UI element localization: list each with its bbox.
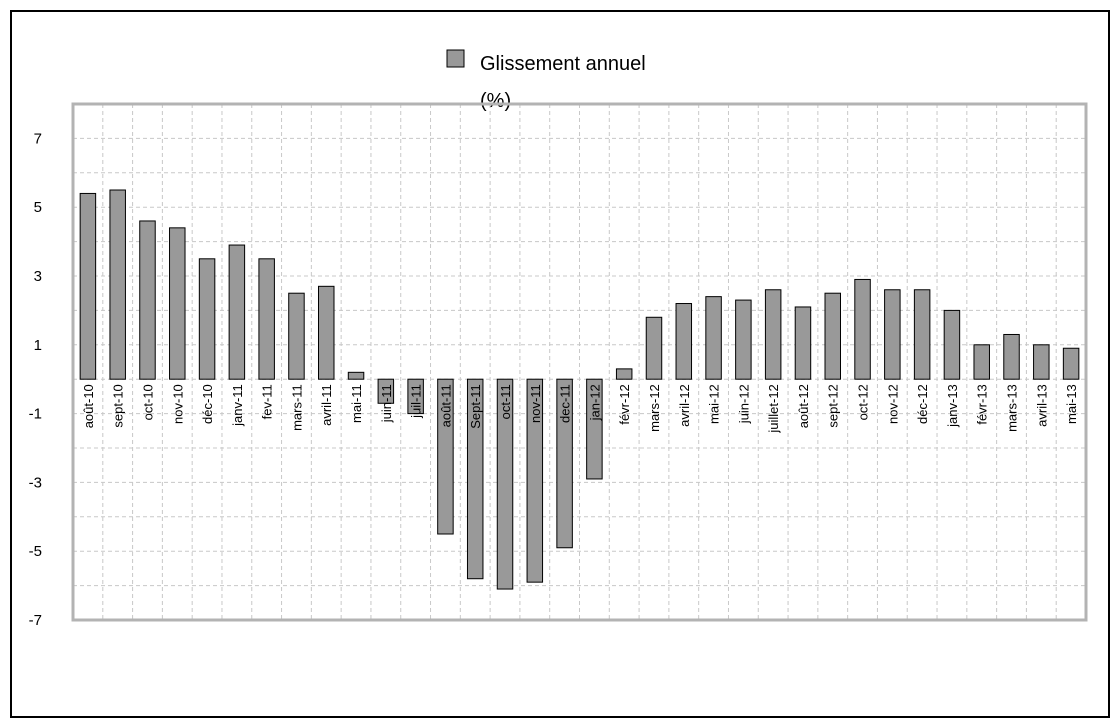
bar (1003, 333, 1020, 380)
bar (675, 303, 693, 380)
y-tick-label: 3 (34, 268, 42, 285)
category-label: mars-12 (647, 384, 662, 432)
bar (169, 227, 186, 380)
bar (496, 378, 514, 590)
bar (586, 378, 603, 480)
category-label: juin-11 (379, 384, 394, 423)
category-label: déc-10 (200, 384, 215, 424)
bar (466, 378, 484, 580)
bar (347, 371, 365, 380)
y-axis-ticks: 7 5 3 1 -1 -3 -5 -7 (29, 130, 42, 629)
bar (913, 289, 931, 380)
bar (109, 189, 126, 380)
bar (645, 316, 663, 380)
category-label: avril-11 (319, 384, 334, 426)
category-label: août-11 (438, 384, 453, 427)
bar (228, 244, 246, 380)
category-label: nov-10 (170, 384, 185, 424)
y-tick-label: 7 (34, 130, 42, 147)
y-tick-label: -3 (29, 474, 42, 491)
category-label: mai-12 (707, 384, 722, 424)
category-label: sept-12 (826, 384, 841, 427)
category-label: août-12 (796, 384, 811, 428)
bar (794, 306, 812, 380)
category-label: mars-13 (1005, 384, 1020, 432)
y-tick-label: 5 (34, 199, 42, 216)
category-label: dec-11 (558, 384, 573, 423)
y-tick-label: -7 (29, 612, 42, 629)
bar (139, 220, 156, 380)
bar (526, 378, 544, 583)
legend-label-line-1: Glissement annuel (480, 53, 646, 75)
category-label: févr-13 (975, 384, 990, 424)
category-label: nov-12 (885, 384, 900, 424)
category-label: mars-11 (289, 384, 304, 431)
category-label: nov-11 (528, 384, 543, 423)
bar (198, 258, 216, 380)
category-label: oct-12 (856, 384, 871, 420)
category-label: Sept-11 (468, 384, 483, 429)
category-label: avril-13 (1034, 384, 1049, 427)
bar (764, 289, 782, 380)
category-label: mai-13 (1064, 384, 1079, 424)
bar (377, 378, 395, 404)
legend: Glissement annuel (%) (446, 49, 646, 112)
y-tick-label: 1 (34, 337, 42, 354)
bar (824, 292, 841, 380)
bar (288, 292, 305, 380)
bar (1033, 344, 1050, 380)
bar (437, 378, 454, 535)
legend-swatch (446, 49, 465, 68)
category-label: mai-11 (349, 384, 364, 423)
legend-label-line-2: (%) (480, 90, 511, 112)
bar (1062, 347, 1080, 380)
category-label: juil-11 (409, 384, 424, 419)
bar (735, 299, 752, 380)
category-label: déc-12 (915, 384, 930, 424)
category-label: févr-12 (617, 384, 632, 424)
category-label: fev-11 (260, 384, 275, 419)
bar (705, 296, 722, 380)
y-tick-label: -5 (29, 543, 42, 560)
bar (615, 368, 633, 380)
category-label: janv-11 (230, 384, 245, 427)
category-labels: août-10 sept-10 oct-10 nov-10 déc-10 janv-11 f… (81, 384, 1079, 433)
bars (79, 189, 1080, 590)
bar (854, 278, 871, 380)
category-label: oct-11 (498, 384, 513, 419)
category-label: juillet-12 (766, 384, 781, 433)
category-label: juin-12 (736, 384, 751, 424)
bar (407, 378, 424, 415)
bar (884, 289, 901, 380)
category-label: jan-12 (587, 384, 602, 421)
bar (79, 192, 97, 380)
plot-area-border (71, 102, 1088, 622)
bar (318, 285, 335, 380)
bar (556, 378, 573, 549)
category-label: janv-13 (945, 384, 960, 428)
bar (258, 258, 275, 380)
bar (973, 344, 990, 380)
category-label: oct-10 (140, 384, 155, 420)
y-tick-label: -1 (29, 406, 42, 423)
category-label: août-10 (81, 384, 96, 428)
bar (943, 309, 961, 380)
grid (73, 103, 1086, 621)
category-label: sept-10 (111, 384, 126, 427)
category-label: avril-12 (677, 384, 692, 427)
